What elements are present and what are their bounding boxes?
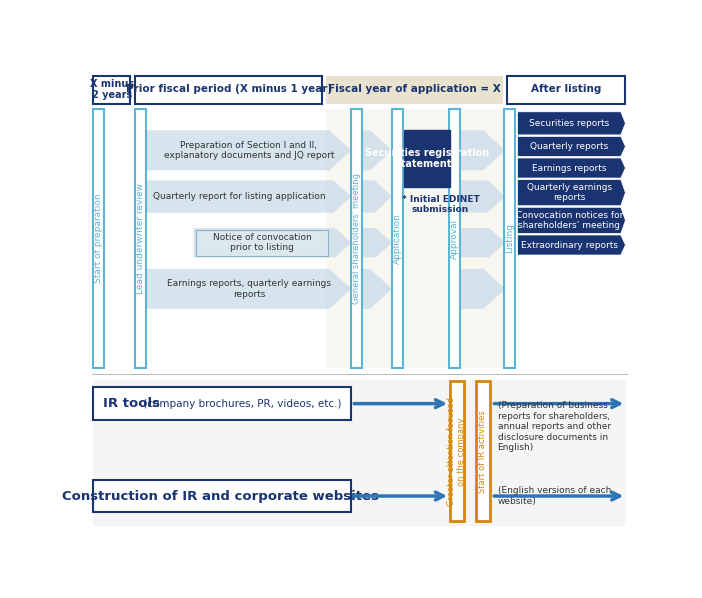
Polygon shape (460, 181, 505, 213)
Text: Extraordinary reports: Extraordinary reports (521, 240, 618, 249)
Bar (93, 75, 131, 104)
Text: Lead underwriter review: Lead underwriter review (135, 183, 145, 294)
Polygon shape (460, 228, 505, 257)
Text: Securities registration
statements: Securities registration statements (364, 148, 489, 169)
Text: Approval: Approval (450, 218, 459, 258)
Bar (504, 109, 515, 368)
Polygon shape (146, 269, 351, 309)
Polygon shape (146, 181, 351, 213)
Text: Application: Application (393, 213, 402, 264)
Bar (135, 75, 322, 104)
Bar (392, 109, 403, 368)
Text: X minus
2 years: X minus 2 years (90, 79, 134, 100)
Text: (English versions of each
website): (English versions of each website) (498, 486, 611, 506)
Polygon shape (362, 130, 392, 170)
Text: After listing: After listing (531, 84, 602, 94)
Bar (135, 109, 146, 368)
Text: (Preparation of business
reports for shareholders,
annual reports and other
disc: (Preparation of business reports for sha… (498, 401, 611, 452)
Polygon shape (460, 130, 505, 170)
Polygon shape (517, 208, 625, 233)
Bar (404, 130, 450, 187)
Bar (450, 382, 464, 521)
Text: IR tools: IR tools (103, 397, 160, 410)
Text: Securities reports: Securities reports (529, 119, 609, 128)
Bar (93, 388, 351, 420)
Bar (476, 382, 490, 521)
Text: (company brochures, PR, videos, etc.): (company brochures, PR, videos, etc.) (140, 399, 342, 408)
Polygon shape (194, 228, 351, 257)
Polygon shape (517, 136, 625, 157)
Text: Earnings reports, quarterly earnings
reports: Earnings reports, quarterly earnings rep… (167, 279, 331, 298)
Bar (326, 75, 503, 104)
Text: Start of IR activities: Start of IR activities (479, 410, 487, 493)
Polygon shape (517, 158, 625, 178)
Text: Quarterly earnings
reports: Quarterly earnings reports (526, 183, 611, 202)
Text: Convocation notices for
shareholders’ meeting: Convocation notices for shareholders’ me… (515, 210, 623, 230)
Polygon shape (517, 179, 625, 206)
Text: Earnings reports: Earnings reports (532, 163, 607, 172)
Text: Prior fiscal period (X minus 1 year): Prior fiscal period (X minus 1 year) (126, 84, 332, 94)
Bar (507, 75, 625, 104)
Text: Listing: Listing (505, 224, 514, 254)
Text: Start of preparation: Start of preparation (94, 194, 103, 283)
Text: Quarterly report for listing application: Quarterly report for listing application (153, 192, 326, 201)
Text: General shareholders’ meeting: General shareholders’ meeting (352, 173, 362, 304)
Bar (196, 230, 329, 256)
Text: Construction of IR and corporate websites: Construction of IR and corporate website… (62, 490, 379, 502)
Polygon shape (362, 181, 392, 213)
Text: Notice of convocation
prior to listing: Notice of convocation prior to listing (213, 233, 312, 252)
Polygon shape (517, 235, 625, 255)
Text: * Initial EDINET
submission: * Initial EDINET submission (402, 194, 479, 214)
Polygon shape (146, 130, 351, 170)
Polygon shape (460, 269, 505, 309)
Text: Fiscal year of application = X: Fiscal year of application = X (328, 84, 501, 94)
Polygon shape (517, 112, 625, 135)
Text: Preparation of Section I and II,
explanatory documents and JQ report: Preparation of Section I and II, explana… (164, 141, 334, 160)
Text: Greater attention focused
on the company: Greater attention focused on the company (447, 397, 467, 506)
Bar (93, 380, 626, 526)
Bar (326, 109, 503, 368)
Polygon shape (362, 228, 392, 257)
Text: Quarterly reports: Quarterly reports (530, 142, 609, 151)
Bar (449, 109, 460, 368)
Bar (93, 109, 104, 368)
Bar (93, 480, 351, 512)
Bar (351, 109, 362, 368)
Polygon shape (362, 269, 392, 309)
